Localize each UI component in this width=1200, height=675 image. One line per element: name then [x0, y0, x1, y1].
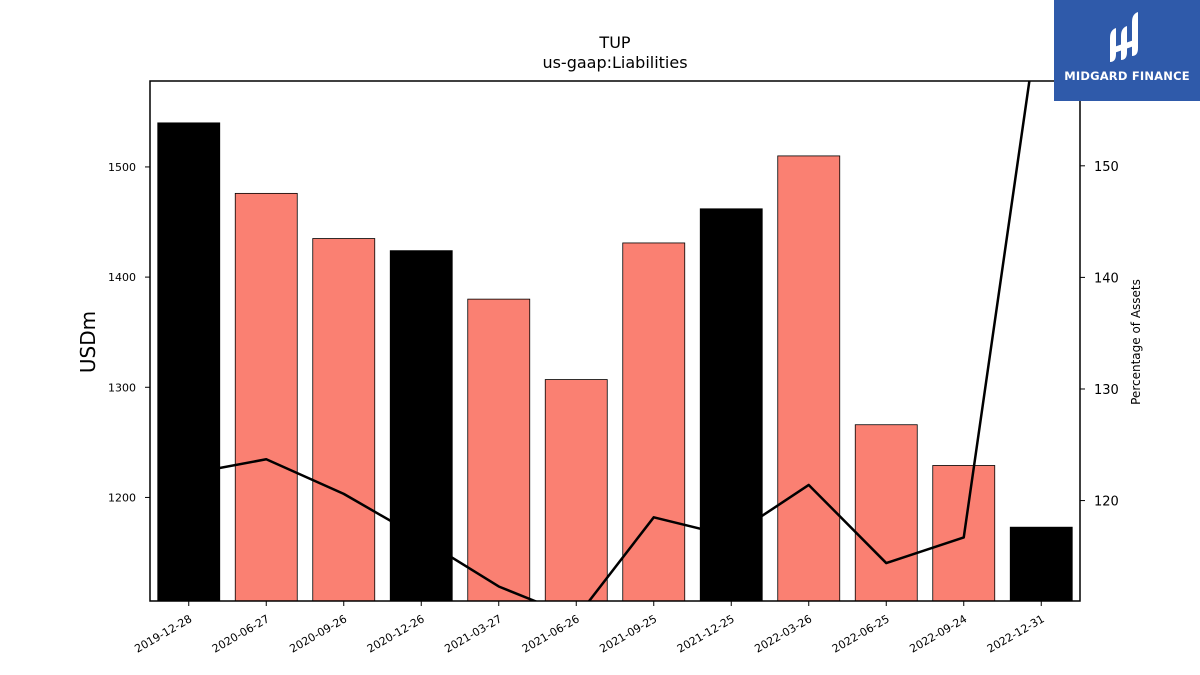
line-group [188, 81, 1031, 601]
x-tick-label-2019-12-28: 2019-12-28 [132, 612, 194, 655]
bar-2021-03-27 [467, 298, 531, 602]
y-tick-label-1500: 1500 [108, 161, 136, 174]
percentage-of-assets-line [188, 81, 1031, 601]
bar-2021-12-25 [699, 208, 763, 602]
chart-subtitle: us-gaap:Liabilities [542, 53, 687, 72]
x-tick-label-2021-09-25: 2021-09-25 [597, 612, 659, 655]
bar-2020-09-26 [312, 238, 376, 602]
x-tick-label-2022-03-26: 2022-03-26 [752, 612, 814, 655]
logo-text: MIDGARD FINANCE [1064, 69, 1190, 83]
x-tick-label-2020-06-27: 2020-06-27 [210, 612, 272, 655]
bar-2022-03-26 [777, 155, 841, 602]
plot-frame [149, 80, 1081, 602]
x-tick-label-2021-06-26: 2021-06-26 [520, 612, 582, 655]
y2-axis-label: Percentage of Assets [1129, 279, 1143, 405]
y-tick-label-1400: 1400 [108, 271, 136, 284]
x-tick-label-2022-12-31: 2022-12-31 [985, 612, 1047, 655]
bar-2020-06-27 [234, 192, 298, 602]
y2-tick-label-150: 150 [1094, 160, 1119, 175]
x-tick-label-2021-03-27: 2021-03-27 [442, 612, 504, 655]
bar-2022-12-31 [1009, 526, 1073, 602]
y-axis-label: USDm [76, 311, 100, 373]
bar-2021-09-25 [622, 242, 686, 602]
logo-mark-icon [1110, 12, 1138, 62]
bar-2020-12-26 [389, 250, 453, 602]
bar-2022-06-25 [854, 424, 918, 602]
y-tick-label-1300: 1300 [108, 381, 136, 394]
x-tick-label-2020-09-26: 2020-09-26 [287, 612, 349, 655]
x-tick-label-2022-06-25: 2022-06-25 [830, 612, 892, 655]
bars-group [157, 122, 1073, 602]
chart-title: TUP [598, 33, 630, 52]
x-tick-label-2022-09-24: 2022-09-24 [907, 612, 969, 655]
x-tick-label-2020-12-26: 2020-12-26 [365, 612, 427, 655]
y-tick-label-1200: 1200 [108, 491, 136, 504]
y2-tick-label-130: 130 [1094, 383, 1119, 398]
midgard-finance-logo: MIDGARD FINANCE [1054, 0, 1200, 101]
bar-2021-06-26 [544, 379, 608, 602]
bar-2019-12-28 [157, 122, 221, 602]
y2-tick-label-140: 140 [1094, 271, 1119, 286]
y2-tick-label-120: 120 [1094, 495, 1119, 510]
x-tick-label-2021-12-25: 2021-12-25 [675, 612, 737, 655]
